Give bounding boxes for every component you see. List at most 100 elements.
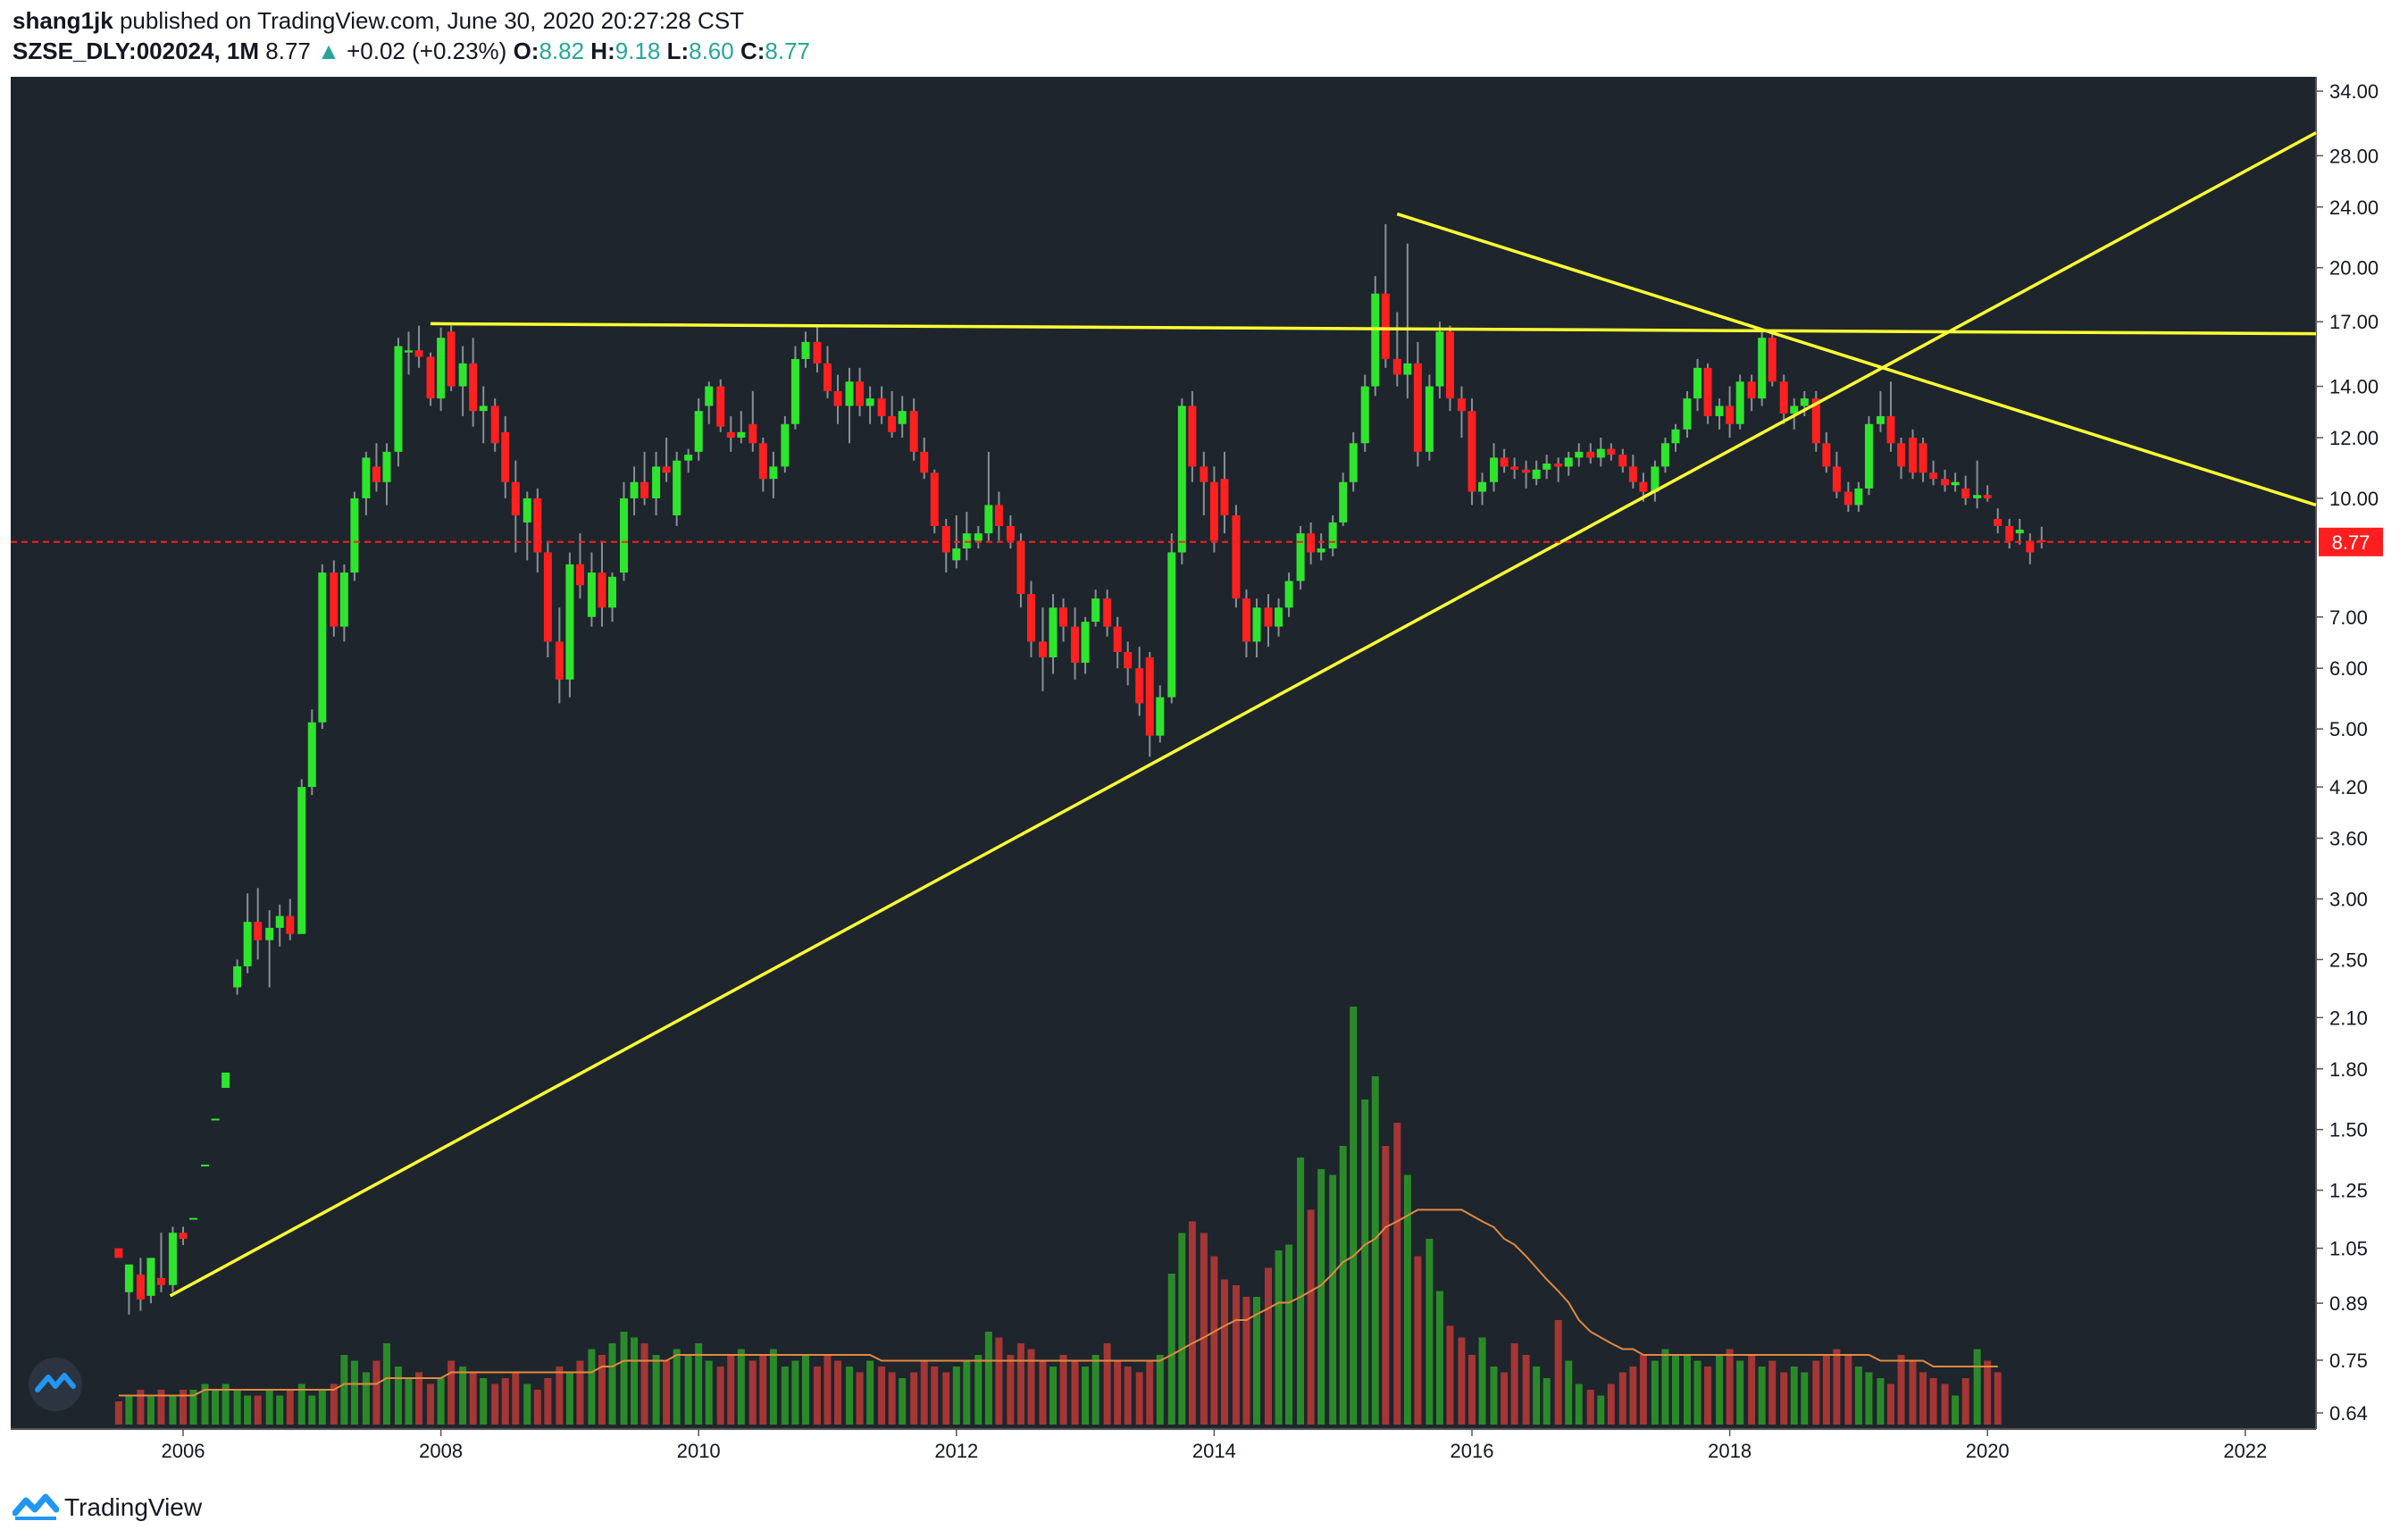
price-chart[interactable]: 34.00 28.00 24.00 20.00 17.00 14.00 12.00 10.00… bbox=[0, 0, 2408, 1483]
candle-body bbox=[1049, 607, 1058, 658]
volume-bar bbox=[1178, 1233, 1186, 1425]
candle bbox=[1961, 475, 1970, 506]
volume-bar bbox=[1167, 1274, 1175, 1425]
candle bbox=[1693, 358, 1702, 412]
candle-body bbox=[362, 457, 371, 498]
volume-bar bbox=[1220, 1279, 1228, 1425]
candle-body bbox=[1156, 697, 1165, 736]
time-axis[interactable]: 2006 2008 2010 2012 2014 2016 2018 2020 2022 bbox=[162, 1429, 2268, 1462]
footer-brand[interactable]: TradingView bbox=[64, 1493, 203, 1521]
volume-bar bbox=[1510, 1343, 1518, 1425]
candle bbox=[1715, 398, 1724, 430]
candle bbox=[350, 491, 359, 581]
candle bbox=[781, 415, 790, 473]
candle bbox=[748, 390, 757, 452]
candle bbox=[726, 415, 735, 452]
volume-bar bbox=[1458, 1337, 1466, 1425]
trendlines[interactable] bbox=[169, 131, 2317, 1298]
candle-body bbox=[1941, 479, 1950, 486]
candle-body bbox=[1909, 437, 1918, 473]
candle bbox=[1467, 398, 1476, 506]
volume-bar bbox=[157, 1390, 165, 1425]
candle bbox=[1596, 437, 1605, 467]
volume-bar bbox=[588, 1349, 596, 1425]
candle bbox=[1038, 607, 1047, 691]
candle bbox=[565, 552, 574, 698]
published-text: published on TradingView.com, June 30, 2… bbox=[119, 7, 745, 34]
candle bbox=[1586, 443, 1595, 464]
candle bbox=[1844, 481, 1852, 513]
candle-body bbox=[1671, 429, 1680, 444]
candle-body bbox=[1467, 411, 1476, 492]
candle-body bbox=[1360, 386, 1369, 444]
candle-body bbox=[1779, 381, 1788, 414]
candle bbox=[1339, 472, 1348, 526]
open-label: O: bbox=[513, 38, 539, 64]
candle bbox=[1103, 589, 1112, 637]
last-price-label: 8.77 bbox=[2332, 531, 2370, 554]
price-axis[interactable]: 34.00 28.00 24.00 20.00 17.00 14.00 12.00 10.00… bbox=[2316, 80, 2383, 1425]
candle-body bbox=[1200, 466, 1208, 482]
candle bbox=[856, 367, 865, 416]
candle-body bbox=[1038, 641, 1047, 658]
candle-body bbox=[813, 341, 822, 364]
candle-body bbox=[339, 573, 348, 627]
candle bbox=[318, 564, 327, 730]
candle bbox=[533, 488, 542, 573]
candle-body bbox=[1381, 293, 1390, 359]
candle-body bbox=[1006, 525, 1015, 541]
price-tick-label: 0.89 bbox=[2329, 1292, 2368, 1315]
volume-bar bbox=[759, 1355, 767, 1425]
candle-body bbox=[350, 497, 359, 573]
candle-body bbox=[543, 552, 552, 642]
candle bbox=[437, 327, 446, 412]
low-value: 8.60 bbox=[689, 38, 734, 64]
tradingview-logo-icon[interactable] bbox=[29, 1358, 82, 1411]
candle-body bbox=[662, 466, 671, 473]
candle bbox=[1135, 647, 1144, 716]
volume-bar bbox=[1586, 1390, 1594, 1425]
candle bbox=[1683, 390, 1692, 438]
volume-bar bbox=[1317, 1169, 1325, 1425]
tradingview-logo-icon[interactable] bbox=[13, 1492, 59, 1522]
volume-bar bbox=[1758, 1367, 1766, 1425]
price-tick-label: 34.00 bbox=[2329, 80, 2379, 103]
volume-bar bbox=[598, 1355, 606, 1425]
candle bbox=[620, 481, 629, 581]
candle bbox=[608, 573, 617, 623]
volume-bar bbox=[427, 1383, 435, 1425]
candle-body bbox=[652, 466, 661, 498]
volume-bar bbox=[1403, 1174, 1411, 1425]
price-tick-label: 1.50 bbox=[2329, 1119, 2368, 1141]
candle bbox=[587, 552, 596, 627]
candle-body bbox=[598, 573, 606, 608]
candle bbox=[790, 346, 799, 430]
candle-body bbox=[1435, 331, 1444, 387]
volume-bar bbox=[984, 1332, 992, 1425]
volume-bar bbox=[469, 1372, 477, 1425]
price-tick-label: 7.00 bbox=[2329, 606, 2368, 629]
candle-body bbox=[1822, 443, 1831, 467]
candle-body bbox=[1145, 657, 1154, 736]
symbol-label[interactable]: SZSE_DLY:002024, 1M bbox=[13, 38, 260, 64]
volume-bar bbox=[1297, 1158, 1305, 1425]
low-label: L: bbox=[666, 38, 690, 64]
candle bbox=[1822, 431, 1831, 473]
candle bbox=[1457, 386, 1466, 438]
volume-bar bbox=[1124, 1367, 1132, 1425]
volume-bar bbox=[1522, 1355, 1530, 1425]
candle bbox=[1735, 374, 1744, 430]
volume-bar bbox=[1426, 1239, 1434, 1425]
candle-body bbox=[1586, 451, 1595, 458]
candle bbox=[2015, 518, 2024, 545]
candle bbox=[136, 1258, 145, 1311]
candle-body bbox=[1800, 398, 1809, 406]
price-tick-label: 0.75 bbox=[2329, 1350, 2368, 1372]
volume-bar bbox=[244, 1395, 252, 1425]
author-name[interactable]: shang1jk bbox=[13, 7, 113, 34]
candle-body bbox=[994, 505, 1003, 526]
candle bbox=[1543, 455, 1551, 480]
volume-bar bbox=[1265, 1267, 1273, 1425]
candle bbox=[1167, 533, 1176, 704]
volume-bar bbox=[1253, 1297, 1261, 1425]
